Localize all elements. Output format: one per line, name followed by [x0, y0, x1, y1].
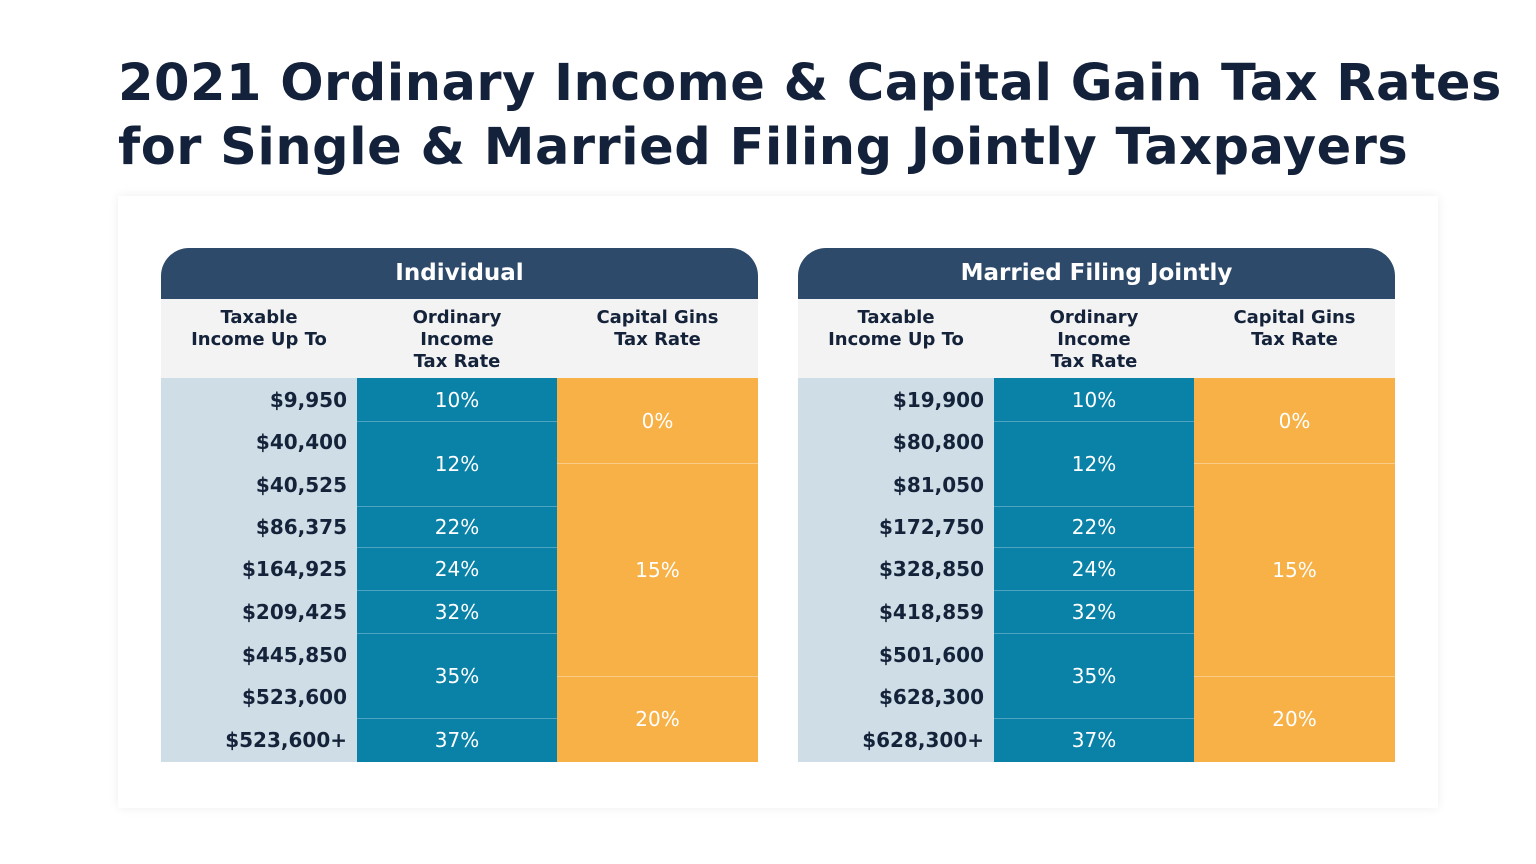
col-header-ordinary: Ordinary Income Tax Rate: [1049, 307, 1139, 372]
capital-rate-column: 0% 15% 20%: [1194, 378, 1395, 762]
table-header: Married Filing Jointly: [798, 248, 1395, 299]
ordinary-rate-cell: 35%: [434, 663, 480, 688]
capital-rate-cell: 15%: [1272, 557, 1317, 582]
income-threshold: $209,425: [241, 599, 347, 624]
row-divider: [994, 506, 1194, 507]
ordinary-rate-cell: 10%: [434, 387, 480, 412]
ordinary-rate-cell: 35%: [1071, 663, 1117, 688]
income-column: $9,950 $40,400 $40,525 $86,375 $164,925 $209,…: [161, 378, 357, 762]
ordinary-rate-cell: 24%: [434, 556, 480, 581]
income-threshold: $328,850: [878, 556, 984, 581]
row-divider: [994, 633, 1194, 634]
column-headers: Taxable Income Up To Ordinary Income Tax…: [161, 299, 758, 378]
title-line-2: for Single & Married Filing Jointly Taxp…: [118, 118, 1409, 177]
col-header-income: Taxable Income Up To: [191, 307, 327, 350]
title-line-1: 2021 Ordinary Income & Capital Gain Tax …: [118, 54, 1502, 113]
income-threshold: $445,850: [241, 642, 347, 667]
capital-rate-cell: 15%: [635, 557, 680, 582]
col-header-capital: Capital Gins Tax Rate: [596, 307, 719, 350]
column-headers: Taxable Income Up To Ordinary Income Tax…: [798, 299, 1395, 378]
ordinary-rate-column: 10% 12% 22% 24% 32% 35% 37%: [357, 378, 557, 762]
table-header: Individual: [161, 248, 758, 299]
capital-rate-cell: 20%: [1272, 707, 1317, 731]
row-divider: [1194, 676, 1395, 677]
row-divider: [357, 421, 557, 422]
income-threshold: $40,525: [255, 472, 347, 497]
page-title: 2021 Ordinary Income & Capital Gain Tax …: [118, 52, 1502, 180]
income-threshold: $9,950: [269, 387, 347, 412]
income-threshold: $523,600: [241, 685, 347, 709]
capital-rate-column: 0% 15% 20%: [557, 378, 758, 762]
capital-rate-cell: 0%: [641, 408, 674, 433]
married-filing-jointly-table: Married Filing Jointly Taxable Income Up…: [798, 248, 1395, 762]
income-column: $19,900 $80,800 $81,050 $172,750 $328,850 $41…: [798, 378, 994, 762]
ordinary-rate-cell: 22%: [1071, 514, 1117, 539]
row-divider: [994, 718, 1194, 719]
income-threshold: $19,900: [892, 387, 984, 412]
income-threshold: $40,400: [255, 430, 347, 454]
ordinary-rate-cell: 37%: [1071, 728, 1117, 752]
income-threshold: $501,600: [878, 642, 984, 667]
income-threshold: $86,375: [255, 514, 347, 539]
income-threshold: $523,600+: [225, 728, 347, 752]
row-divider: [994, 421, 1194, 422]
income-threshold: $628,300+: [862, 728, 984, 752]
income-threshold: $172,750: [878, 514, 984, 539]
row-divider: [357, 590, 557, 591]
ordinary-rate-cell: 10%: [1071, 387, 1117, 412]
row-divider: [557, 463, 758, 464]
row-divider: [557, 676, 758, 677]
table-body: $9,950 $40,400 $40,525 $86,375 $164,925 $209,…: [161, 378, 758, 762]
ordinary-rate-column: 10% 12% 22% 24% 32% 35% 37%: [994, 378, 1194, 762]
income-threshold: $628,300: [878, 685, 984, 709]
row-divider: [357, 718, 557, 719]
row-divider: [357, 633, 557, 634]
ordinary-rate-cell: 12%: [1071, 451, 1117, 476]
capital-rate-cell: 0%: [1278, 408, 1311, 433]
capital-rate-cell: 20%: [635, 707, 680, 731]
ordinary-rate-cell: 37%: [434, 728, 480, 752]
table-body: $19,900 $80,800 $81,050 $172,750 $328,850 $41…: [798, 378, 1395, 762]
col-header-income: Taxable Income Up To: [828, 307, 964, 350]
income-threshold: $164,925: [241, 556, 347, 581]
income-threshold: $81,050: [892, 472, 984, 497]
row-divider: [1194, 463, 1395, 464]
row-divider: [994, 547, 1194, 548]
ordinary-rate-cell: 22%: [434, 514, 480, 539]
income-threshold: $418,859: [878, 599, 984, 624]
ordinary-rate-cell: 32%: [434, 599, 480, 624]
individual-table: Individual Taxable Income Up To Ordinary…: [161, 248, 758, 762]
ordinary-rate-cell: 32%: [1071, 599, 1117, 624]
ordinary-rate-cell: 24%: [1071, 556, 1117, 581]
row-divider: [357, 547, 557, 548]
col-header-ordinary: Ordinary Income Tax Rate: [412, 307, 502, 372]
income-threshold: $80,800: [892, 430, 984, 454]
row-divider: [994, 590, 1194, 591]
ordinary-rate-cell: 12%: [434, 451, 480, 476]
row-divider: [357, 506, 557, 507]
col-header-capital: Capital Gins Tax Rate: [1233, 307, 1356, 350]
